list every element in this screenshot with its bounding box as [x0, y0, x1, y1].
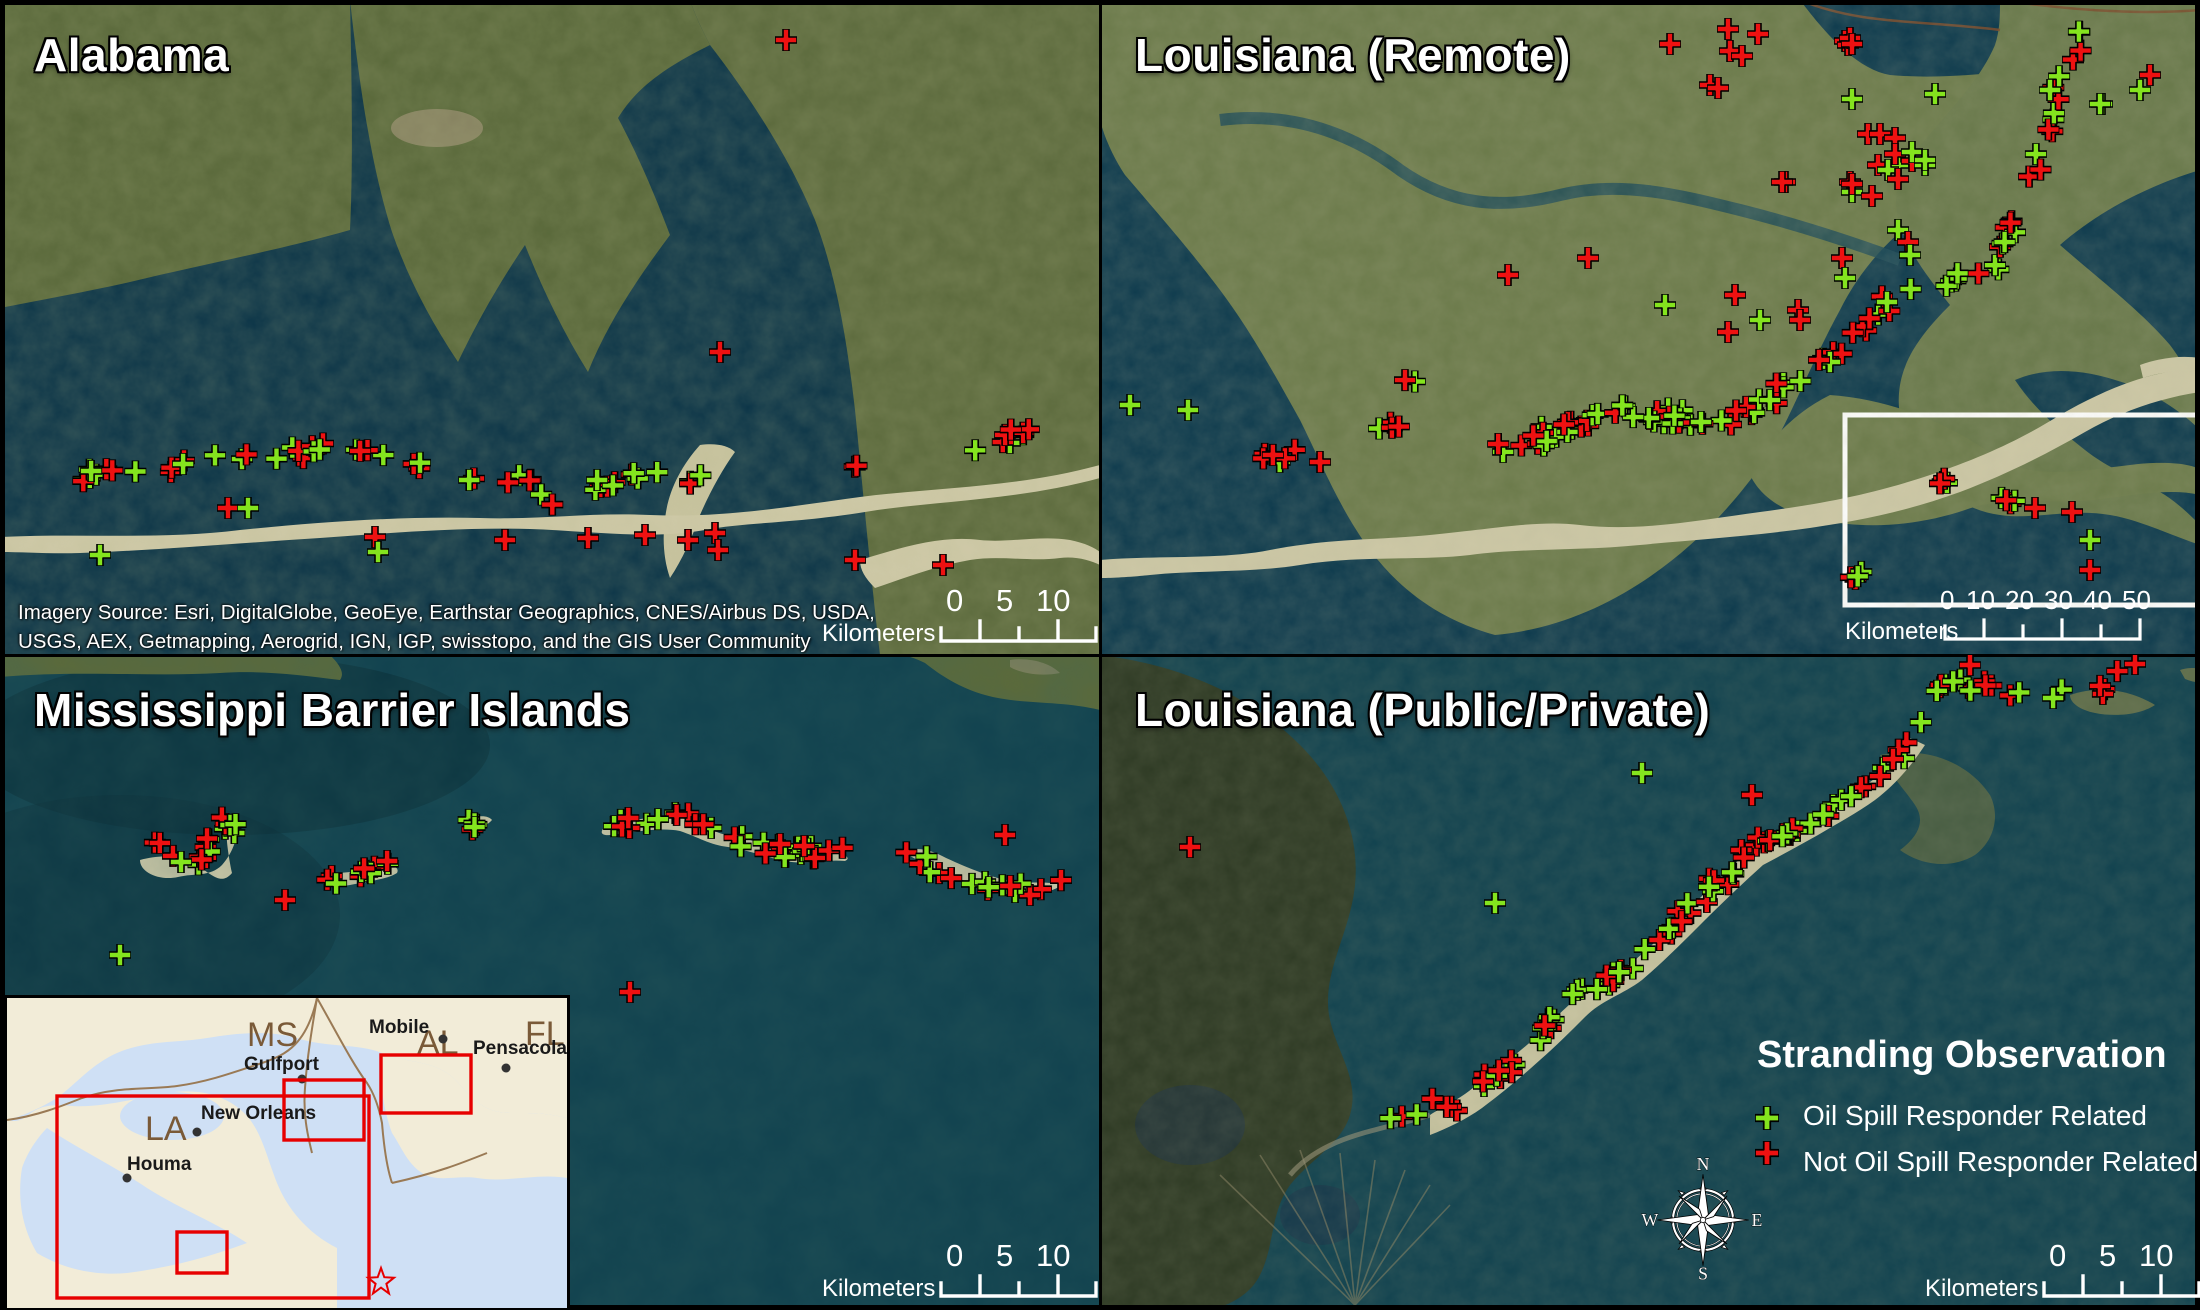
svg-text:10: 10 [2139, 1238, 2173, 1273]
svg-text:30: 30 [2044, 585, 2073, 615]
svg-text:New Orleans: New Orleans [201, 1103, 316, 1124]
svg-text:MS: MS [247, 1016, 298, 1054]
svg-text:10: 10 [1036, 1238, 1070, 1273]
svg-text:Gulfport: Gulfport [244, 1054, 320, 1075]
svg-text:5: 5 [996, 583, 1013, 618]
svg-text:5: 5 [2099, 1238, 2116, 1273]
svg-text:20: 20 [2005, 585, 2034, 615]
svg-text:10: 10 [1966, 585, 1995, 615]
svg-text:50: 50 [2122, 585, 2151, 615]
svg-text:5: 5 [996, 1238, 1013, 1273]
svg-text:Mobile: Mobile [369, 1017, 429, 1038]
svg-text:10: 10 [1036, 583, 1070, 618]
svg-text:Houma: Houma [127, 1154, 192, 1175]
svg-text:40: 40 [2083, 585, 2112, 615]
svg-text:0: 0 [946, 583, 963, 618]
svg-text:Pensacola: Pensacola [473, 1038, 567, 1059]
svg-text:0: 0 [2049, 1238, 2066, 1273]
svg-text:0: 0 [946, 1238, 963, 1273]
svg-text:LA: LA [145, 1110, 187, 1148]
svg-text:0: 0 [1940, 585, 1954, 615]
